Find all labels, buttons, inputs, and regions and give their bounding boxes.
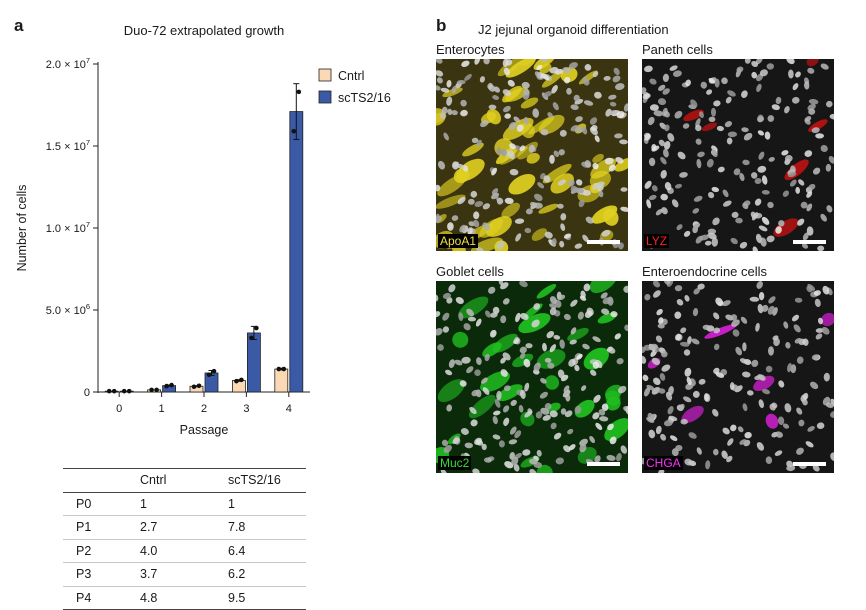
table-cell: 1 — [228, 496, 235, 511]
data-point — [196, 383, 202, 389]
data-point — [281, 366, 287, 372]
data-point — [106, 388, 112, 394]
data-point — [111, 388, 117, 394]
micrograph-image — [642, 59, 834, 251]
table-row: P2 4.0 6.4 — [63, 539, 306, 563]
data-point — [211, 368, 217, 374]
y-tick-label: 1.0 × 107 — [46, 220, 90, 235]
data-point — [169, 382, 174, 388]
enterocytes-label: Enterocytes — [436, 42, 505, 57]
scale-bar — [587, 240, 620, 244]
bar-scts216 — [119, 390, 134, 393]
panel-a-letter: a — [14, 16, 24, 35]
data-point — [276, 366, 282, 372]
table-row: P4 4.8 9.5 — [63, 586, 306, 610]
y-tick-label: 1.5 × 107 — [46, 138, 90, 153]
x-tick-label: 2 — [201, 403, 207, 415]
bar-cntrl — [274, 368, 289, 393]
micrograph-image — [436, 59, 628, 251]
table-header-row: Cntrl scTS2/16 — [63, 468, 306, 493]
x-tick-label: 3 — [243, 403, 249, 415]
table-row: P0 1 1 — [63, 492, 306, 516]
data-point — [164, 383, 169, 389]
y-axis-title: Number of cells — [15, 185, 29, 272]
micrograph-image — [642, 281, 834, 473]
data-point — [296, 89, 302, 95]
table-cell: 4.0 — [140, 543, 158, 558]
x-tick-label: 1 — [159, 403, 165, 415]
data-point — [254, 325, 259, 331]
y-tick-label: 5.0 × 106 — [46, 302, 90, 317]
fold-change-table: Cntrl scTS2/16 P0 1 1 P1 2.7 7.8 P2 4.0 … — [63, 468, 306, 610]
table-cell: P4 — [76, 590, 92, 605]
bar-scts216 — [289, 111, 304, 393]
table-cell: P2 — [76, 543, 92, 558]
goblet-cells-label: Goblet cells — [436, 264, 504, 279]
data-point — [249, 335, 254, 341]
data-point — [126, 388, 132, 394]
legend-label: Cntrl — [338, 69, 364, 83]
table-cell: 6.2 — [228, 567, 246, 582]
bar-cntrl — [147, 389, 162, 393]
enteroendocrine-cells-label: Enteroendocrine cells — [642, 264, 768, 279]
table-header-cell: scTS2/16 — [228, 473, 281, 488]
table-cell: 9.5 — [228, 590, 246, 605]
table-row: P1 2.7 7.8 — [63, 516, 306, 539]
x-axis-title: Passage — [180, 423, 229, 437]
scale-bar — [793, 462, 826, 466]
panel-b-title: J2 jejunal organoid differentiation — [478, 22, 669, 37]
table-cell: 3.7 — [140, 567, 158, 582]
data-point — [154, 387, 159, 393]
paneth-cells-label: Paneth cells — [642, 42, 713, 57]
bar-cntrl — [231, 380, 246, 393]
table-cell: 6.4 — [228, 543, 246, 558]
table-cell: 2.7 — [140, 520, 158, 535]
stain-label-apoa1: ApoA1 — [438, 234, 479, 248]
y-tick-label: 0 — [84, 387, 90, 399]
data-point — [239, 377, 244, 383]
bar-scts216 — [246, 332, 261, 393]
table-cell: P0 — [76, 496, 92, 511]
micrograph-image — [436, 281, 628, 473]
data-point — [291, 128, 297, 134]
data-point — [121, 388, 127, 394]
y-tick-label: 2.0 × 107 — [46, 56, 90, 71]
legend-swatch — [318, 68, 332, 82]
table-row: P3 3.7 6.2 — [63, 563, 306, 586]
panel-b-letter: b — [436, 16, 447, 35]
x-tick-label: 4 — [286, 403, 292, 415]
bar-cntrl — [104, 390, 119, 393]
data-point — [191, 384, 197, 390]
enteroendocrine-cells-micrograph: CHGA — [642, 281, 834, 473]
chart-title: Duo-72 extrapolated growth — [124, 23, 284, 38]
data-point — [206, 372, 212, 378]
stain-label-muc2: Muc2 — [438, 456, 472, 470]
stain-label-chga: CHGA — [644, 456, 683, 470]
table-cell: 7.8 — [228, 520, 246, 535]
x-tick-label: 0 — [116, 403, 122, 415]
table-header-cell: Cntrl — [140, 473, 167, 488]
stain-label-lyz: LYZ — [644, 234, 670, 248]
paneth-cells-micrograph: LYZ — [642, 59, 834, 251]
table-cell: P1 — [76, 520, 92, 535]
goblet-cells-micrograph: Muc2 — [436, 281, 628, 473]
scale-bar — [587, 462, 620, 466]
legend-swatch — [318, 90, 332, 104]
table-header-cell — [63, 469, 140, 493]
scale-bar — [793, 240, 826, 244]
table-cell: 4.8 — [140, 590, 158, 605]
legend-label: scTS2/16 — [338, 91, 391, 105]
data-point — [234, 378, 239, 384]
table-cell: P3 — [76, 567, 92, 582]
enterocytes-micrograph: ApoA1 — [436, 59, 628, 251]
table-cell: 1 — [140, 496, 147, 511]
data-point — [149, 387, 154, 393]
growth-bar-chart: Duo-72 extrapolated growth 0 5.0 × 106 1.0 … — [15, 23, 391, 437]
